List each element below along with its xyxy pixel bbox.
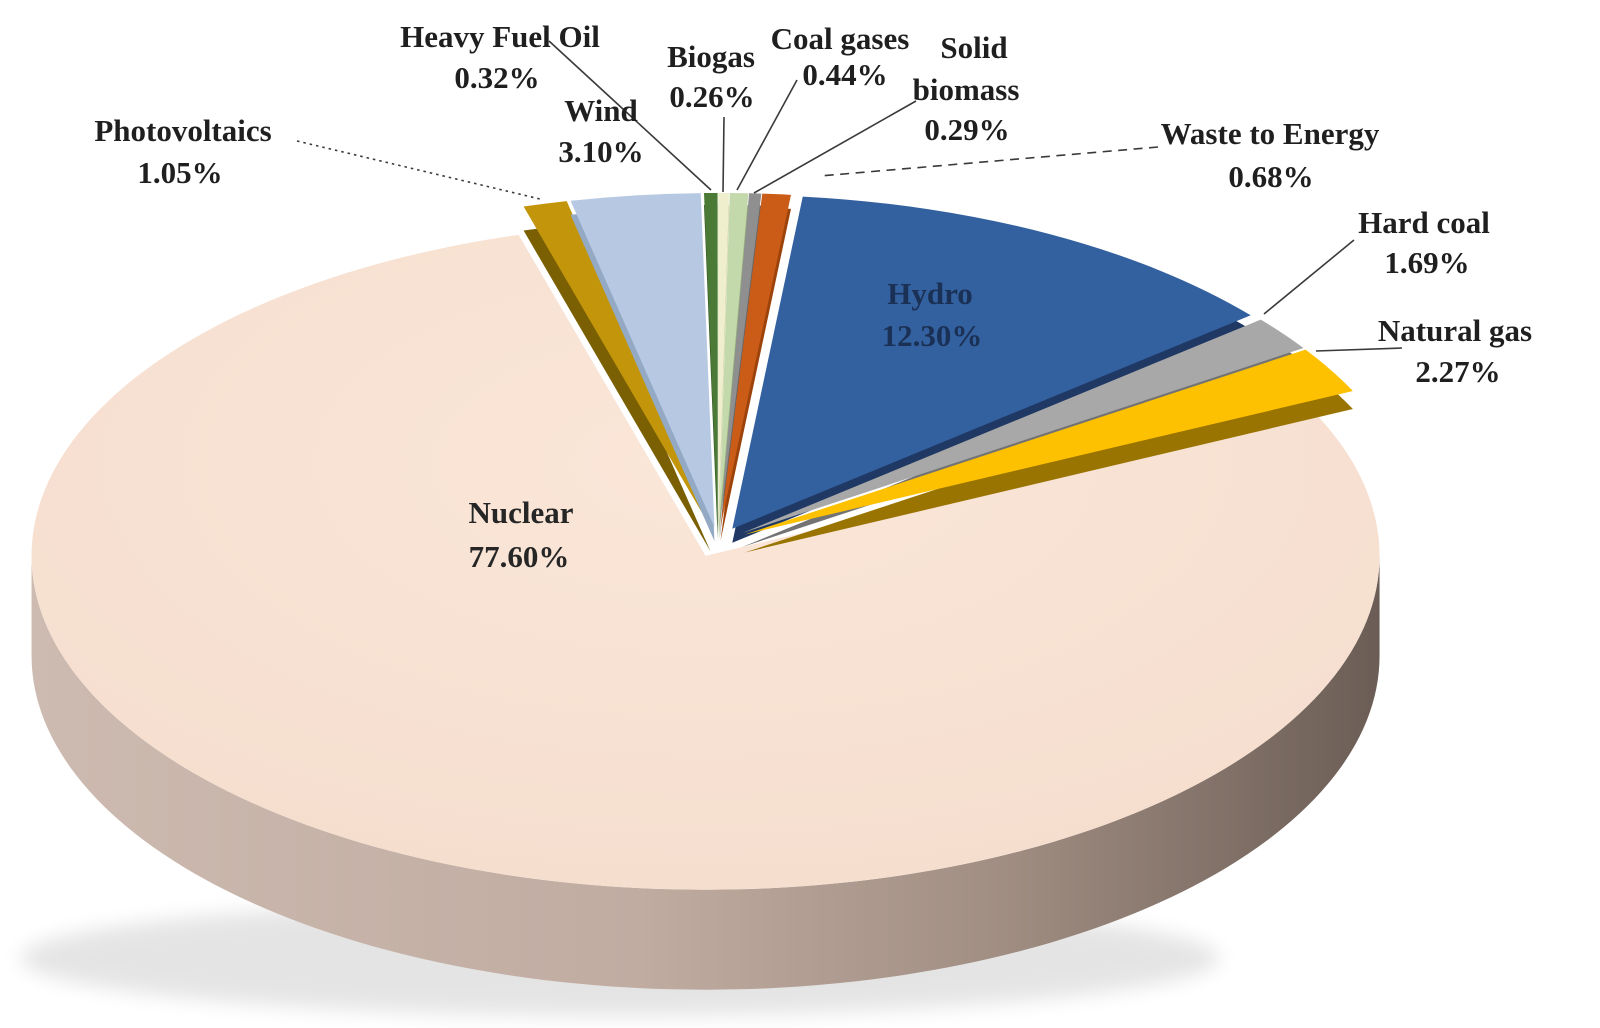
hard-coal-label-line-1: 1.69% xyxy=(1384,245,1469,280)
hydro-label-line-1: 12.30% xyxy=(882,318,983,353)
heavy-fuel-oil-label-line-0: Heavy Fuel Oil xyxy=(400,19,600,54)
slice-heavy-fuel-oil-top-face xyxy=(703,192,718,527)
natural-gas-leader-line xyxy=(1315,347,1403,352)
biogas-label-line-1: 0.26% xyxy=(669,79,754,114)
slice-photovoltaics-top-face xyxy=(523,201,711,528)
natural-gas-label-line-1: 2.27% xyxy=(1415,354,1500,389)
hard-coal-label-line-0: Hard coal xyxy=(1358,205,1490,240)
wind-label-line-1: 3.10% xyxy=(558,134,643,169)
slice-nuclear-side-wall xyxy=(31,555,1380,990)
slice-hydro-top-face xyxy=(732,196,1251,529)
photovoltaics-leader-line xyxy=(296,140,541,200)
solid-biomass-leader-line xyxy=(753,100,917,194)
slice-labels: Hydro 12.30% Hard coal 1.69% Natural gas 2.27… xyxy=(94,19,1532,574)
slice-solid-biomass-top-face xyxy=(719,193,762,527)
wind-label-line-0: Wind xyxy=(564,93,638,128)
solid-biomass-label-line-1: biomass xyxy=(913,72,1020,107)
solid-biomass-label-line-0: Solid xyxy=(940,30,1007,65)
slice-waste-to-energy-top-face xyxy=(720,193,791,528)
coal-gases-leader-line xyxy=(736,79,798,191)
waste-to-energy-label-line-1: 0.68% xyxy=(1228,159,1313,194)
nuclear-label-line-0: Nuclear xyxy=(468,495,573,530)
biogas-leader-line xyxy=(722,116,725,193)
coal-gases-label-line-1: 0.44% xyxy=(802,57,887,92)
photovoltaics-label-line-1: 1.05% xyxy=(137,155,222,190)
heavy-fuel-oil-label-line-1: 0.32% xyxy=(454,60,539,95)
slice-hard-coal-top-face xyxy=(742,319,1304,534)
waste-to-energy-label-line-0: Waste to Energy xyxy=(1161,116,1380,151)
hydro-label-line-0: Hydro xyxy=(887,276,973,311)
photovoltaics-label-line-0: Photovoltaics xyxy=(94,113,271,148)
slice-waste-to-energy-3d-edge xyxy=(720,207,791,542)
coal-gases-label-line-0: Coal gases xyxy=(771,21,910,56)
nuclear-label-line-1: 77.60% xyxy=(469,539,570,574)
slice-coal-gases-top-face xyxy=(718,193,749,527)
natural-gas-label-line-0: Natural gas xyxy=(1378,313,1532,348)
pie-slices xyxy=(31,192,1380,990)
slice-biogas-top-face xyxy=(718,192,730,527)
slice-natural-gas-top-face xyxy=(744,349,1353,535)
biogas-label-line-0: Biogas xyxy=(667,39,755,74)
solid-biomass-label-line-2: 0.29% xyxy=(924,112,1009,147)
slice-photovoltaics-3d-edge xyxy=(523,225,711,552)
hard-coal-leader-line xyxy=(1263,239,1355,315)
heavy-fuel-oil-leader-line xyxy=(548,40,712,191)
slice-wind-top-face xyxy=(570,193,715,528)
waste-to-energy-leader-line xyxy=(819,146,1159,177)
leader-lines xyxy=(296,40,1403,352)
slice-nuclear-top-face xyxy=(31,234,1380,890)
